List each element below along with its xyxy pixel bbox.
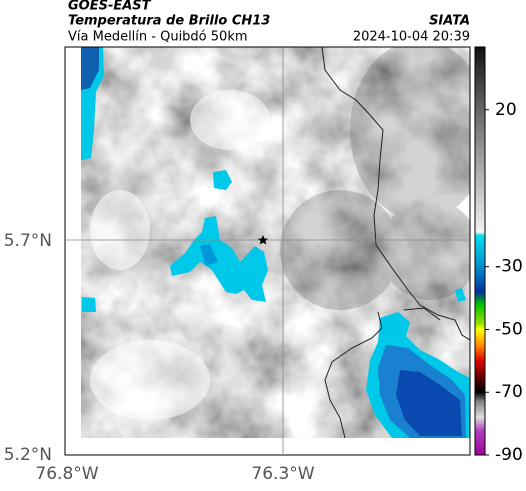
lat-label: 5.2°N [4, 445, 52, 465]
colorbar-tick-label: 20 [495, 100, 517, 120]
lat-label: 5.7°N [4, 231, 52, 251]
colorbar-tick-label: -70 [495, 382, 523, 402]
colorbar-tick-label: -90 [495, 445, 523, 465]
colorbar [474, 46, 486, 456]
location-marker [258, 235, 268, 245]
title: GOES-EAST [68, 0, 152, 14]
source: SIATA [429, 14, 470, 29]
map-frame [64, 46, 471, 456]
colorbar-ticks: 20 -30 -50 -70 -90 [485, 100, 523, 465]
lon-label: 76.8°W [35, 464, 98, 484]
location: Vía Medellín - Quibdó 50km [68, 30, 248, 45]
lon-label: 76.3°W [251, 464, 314, 484]
colorbar-tick-label: -50 [495, 319, 523, 339]
datetime: 2024-10-04 20:39 [353, 30, 470, 45]
colorbar-tick-label: -30 [495, 257, 523, 277]
map-image [81, 47, 470, 438]
subtitle: Temperatura de Brillo CH13 [68, 14, 270, 29]
